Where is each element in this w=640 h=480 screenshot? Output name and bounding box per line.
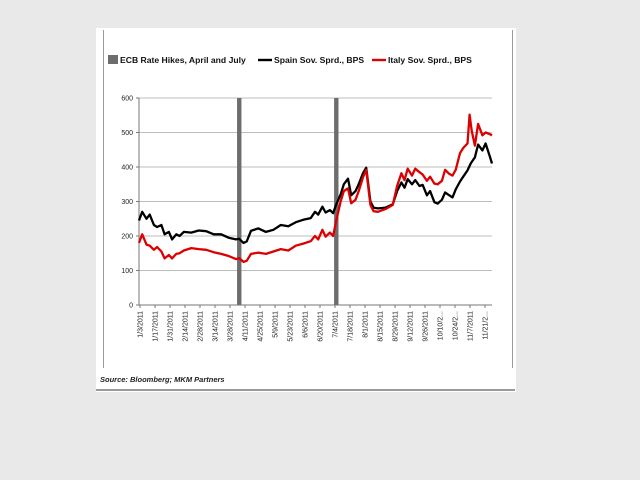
x-tick-label: 4/25/2011 <box>258 311 265 342</box>
series-line-italy <box>137 113 493 264</box>
x-tick-label: 3/28/2011 <box>228 311 235 342</box>
x-tick-label: 8/15/2011 <box>378 311 385 342</box>
y-tick-label: 300 <box>121 199 133 206</box>
x-tick-label: 1/31/2011 <box>168 311 175 342</box>
source-note: Source: Bloomberg; MKM Partners <box>100 375 225 384</box>
x-tick-label: 2/28/2011 <box>198 311 205 342</box>
legend-label: ECB Rate Hikes, April and July <box>120 55 246 65</box>
card-border-left <box>103 30 104 368</box>
x-tick-label: 8/29/2011 <box>393 311 400 342</box>
legend-label: Italy Sov. Sprd., BPS <box>388 55 472 65</box>
x-tick-label: 9/26/2011 <box>423 311 430 342</box>
legend-label: Spain Sov. Sprd., BPS <box>274 55 364 65</box>
x-tick-label: 11/21/2... <box>483 311 490 340</box>
x-tick-label: 9/12/2011 <box>408 311 415 342</box>
x-tick-label: 1/17/2011 <box>153 311 160 342</box>
x-tick-label: 11/7/2011 <box>468 311 475 341</box>
x-tick-label: 2/14/2011 <box>183 311 190 342</box>
y-tick-label: 500 <box>121 130 133 137</box>
x-tick-label: 5/9/2011 <box>273 311 280 338</box>
y-tick-label: 200 <box>121 234 133 241</box>
card-border-right <box>512 30 513 368</box>
x-tick-label: 1/3/2011 <box>138 311 145 338</box>
x-tick-label: 5/23/2011 <box>288 311 295 342</box>
x-tick-label: 10/10/2... <box>438 311 445 340</box>
legend-swatch-event <box>108 55 118 64</box>
chart-card <box>96 28 516 392</box>
series-line-spain <box>137 142 494 245</box>
x-tick-label: 4/11/2011 <box>243 311 250 341</box>
x-tick-label: 6/20/2011 <box>318 311 325 342</box>
x-tick-label: 8/1/2011 <box>363 311 370 338</box>
y-tick-label: 100 <box>121 268 133 275</box>
event-bar-1 <box>237 98 242 305</box>
card-border-bottom <box>96 389 515 391</box>
y-tick-label: 400 <box>121 165 133 172</box>
x-tick-label: 10/24/2... <box>453 311 460 340</box>
x-tick-label: 7/4/2011 <box>333 311 340 338</box>
x-tick-label: 7/18/2011 <box>348 311 355 342</box>
y-tick-label: 600 <box>121 96 133 103</box>
x-tick-label: 6/6/2011 <box>303 311 310 338</box>
y-tick-label: 0 <box>129 303 133 310</box>
x-tick-label: 3/14/2011 <box>213 311 220 342</box>
